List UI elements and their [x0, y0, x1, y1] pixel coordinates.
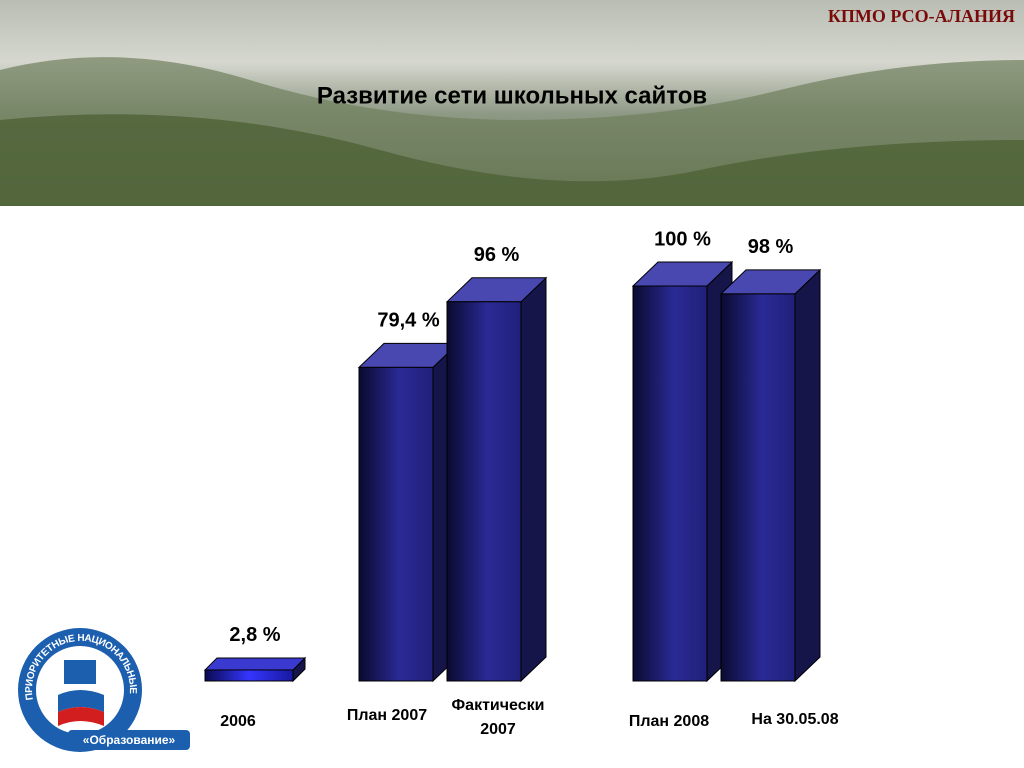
bar	[720, 293, 796, 682]
bar-side	[520, 276, 547, 683]
logo-book	[64, 660, 96, 684]
bar	[358, 366, 434, 682]
chart-title: Развитие сети школьных сайтов	[317, 82, 707, 109]
value-label: 79,4 %	[377, 310, 439, 332]
category-label: Фактически 2007	[451, 697, 545, 738]
org-name: КПМО РСО-АЛАНИЯ	[828, 6, 1015, 26]
hills	[0, 114, 1024, 206]
logo-label: «Образование»	[83, 733, 176, 747]
value-label: 100 %	[654, 228, 711, 250]
bar	[446, 301, 522, 682]
category-label: На 30.05.08	[751, 711, 839, 728]
bar	[204, 669, 294, 682]
value-label: 96 %	[474, 244, 520, 266]
value-label: 98 %	[748, 236, 794, 258]
logo-flag-blue	[58, 690, 104, 712]
bar	[632, 285, 708, 682]
category-label: План 2007	[346, 707, 428, 724]
bar-side	[794, 268, 821, 683]
bar-top	[203, 657, 307, 671]
logo-flag-red	[58, 707, 104, 726]
category-label: 2006	[220, 713, 256, 730]
logo-label-bg	[68, 730, 190, 750]
value-label: 2,8 %	[229, 624, 280, 646]
category-label: План 2008	[628, 713, 710, 730]
